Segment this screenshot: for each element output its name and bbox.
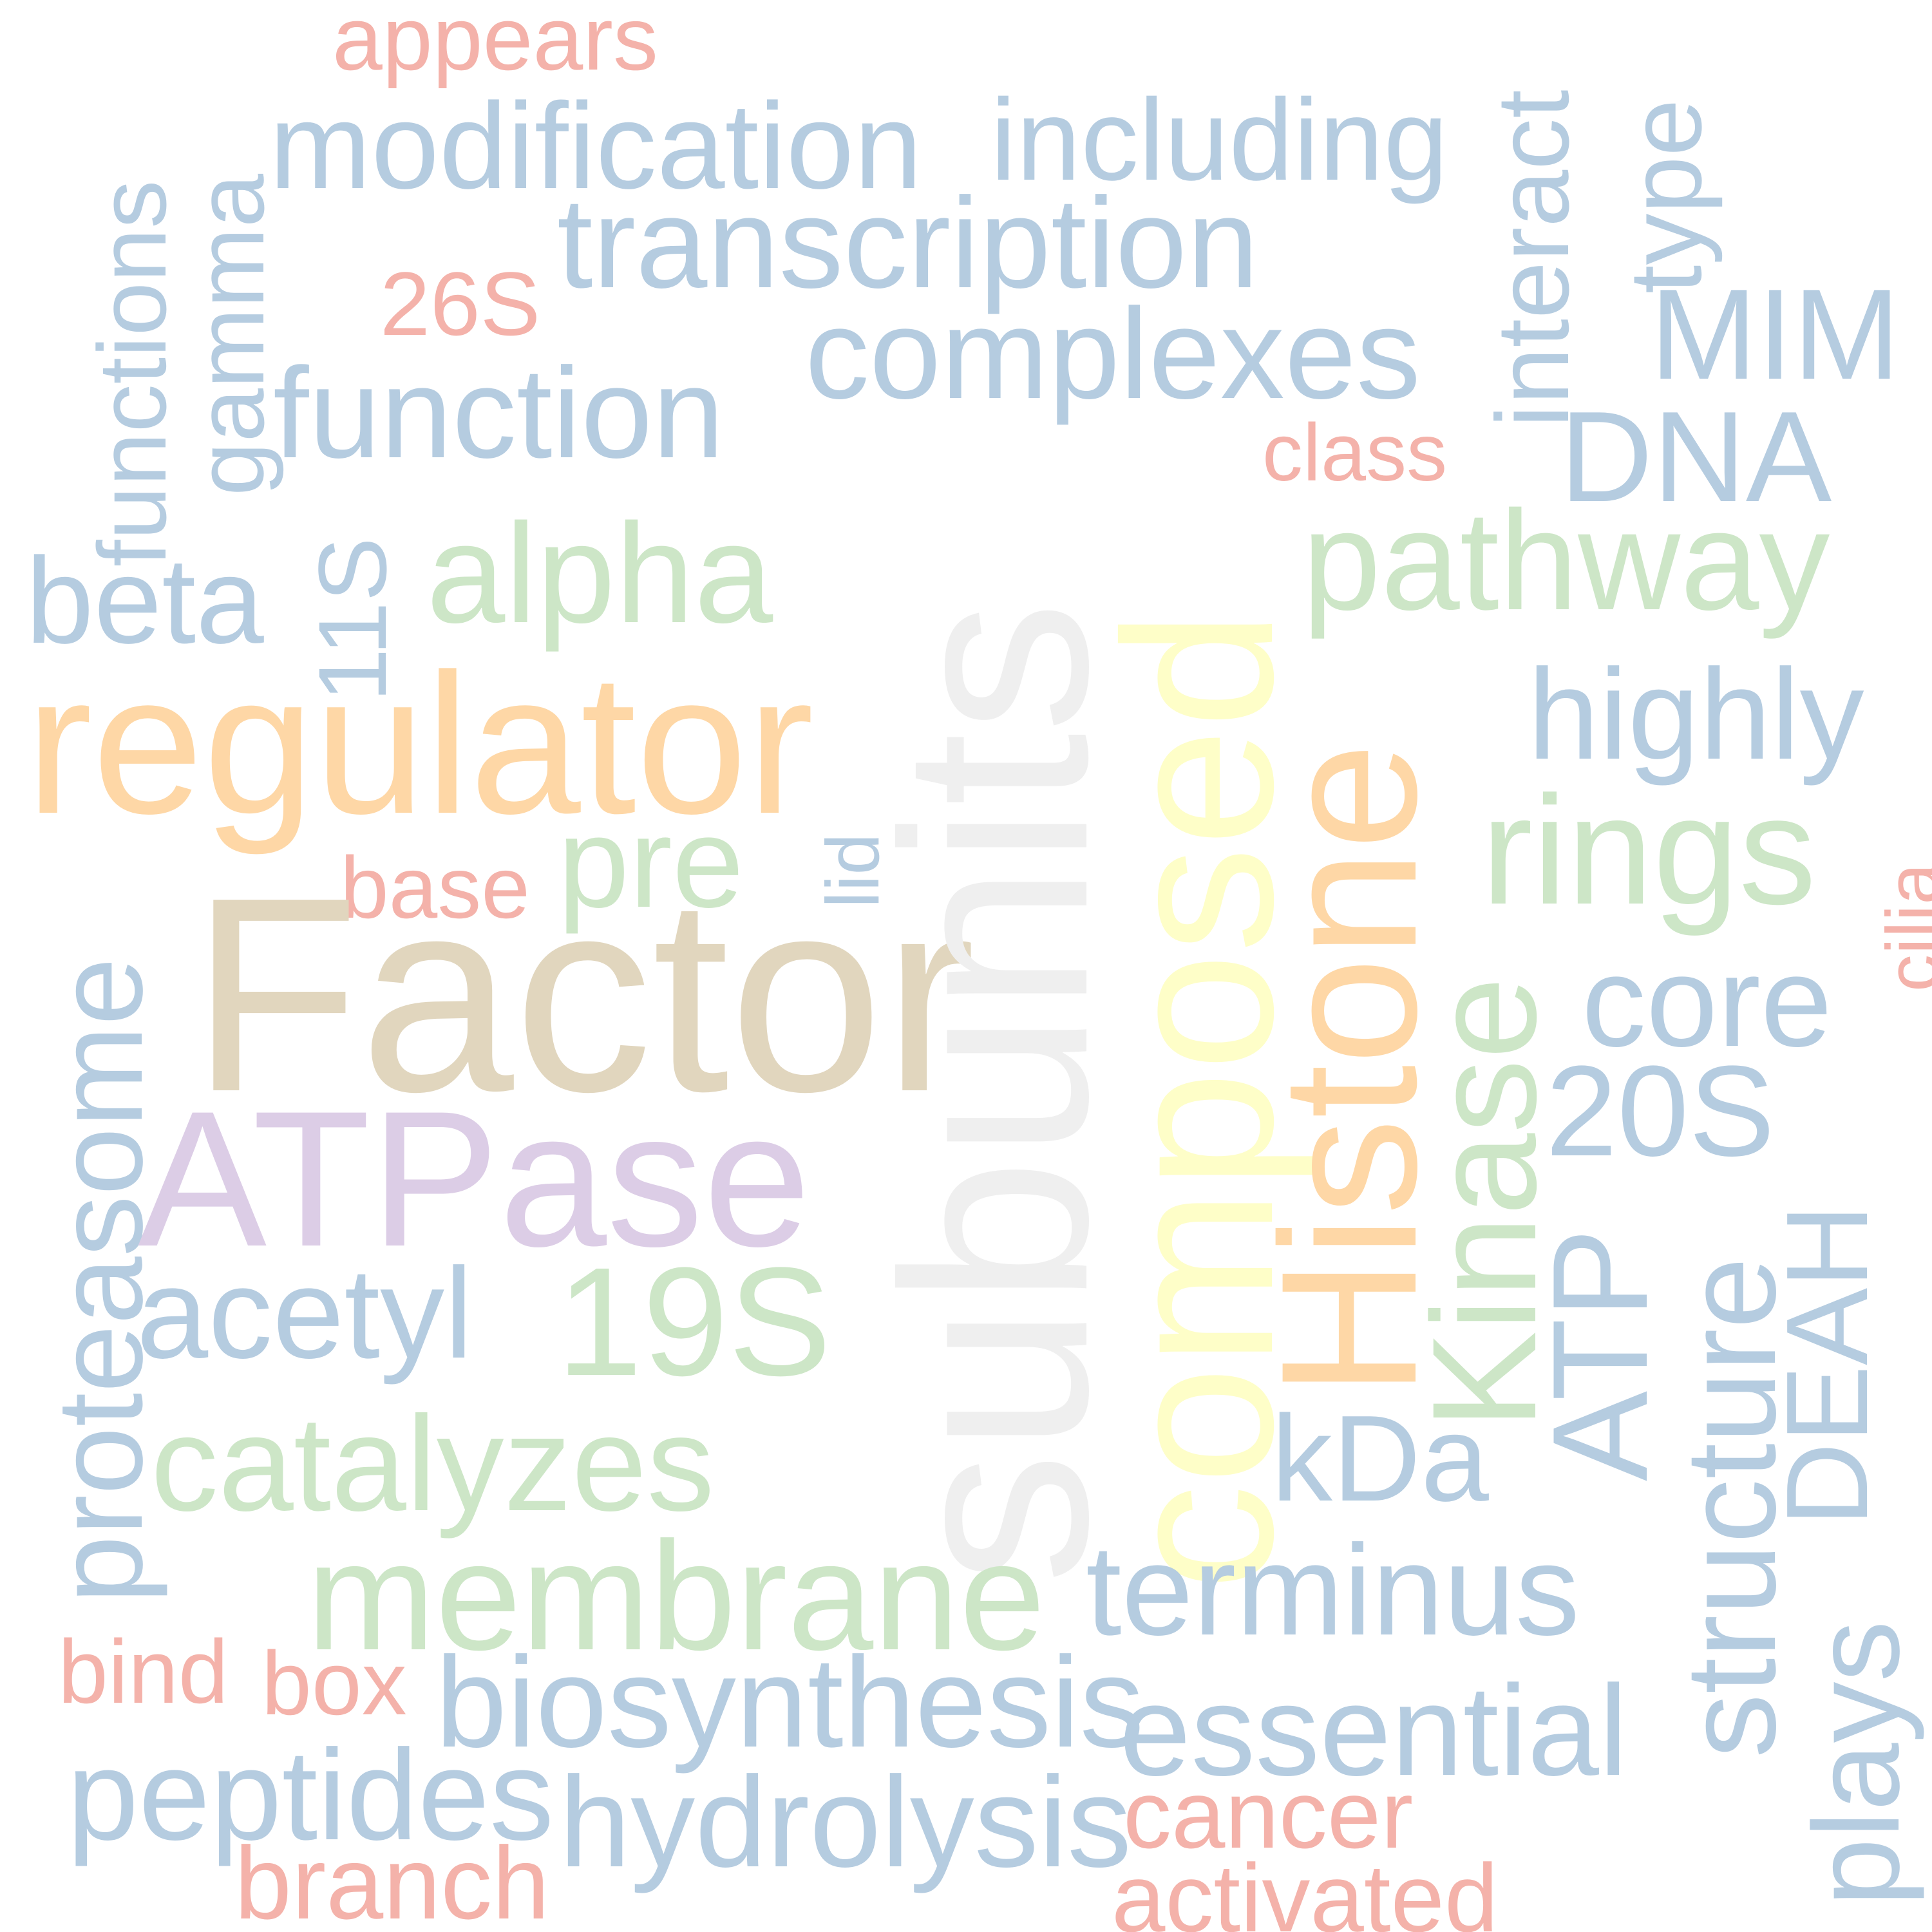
word-Factor: Factor [191, 840, 976, 1150]
word-hydrolysis: hydrolysis [559, 1750, 1132, 1894]
word-essential: essential [1119, 1659, 1628, 1803]
word-cilia: cilia [1871, 863, 1932, 992]
word-ATP: ATP [1524, 1228, 1676, 1481]
word-core: core [1582, 930, 1833, 1074]
word-base: base [340, 838, 530, 936]
word-biosynthesis: biosynthesis [435, 1631, 1144, 1774]
word-including: including [990, 75, 1448, 205]
word-kDa: kDa [1271, 1390, 1489, 1527]
word-pathway: pathway [1302, 481, 1830, 639]
word-20S: 20S [1546, 1039, 1775, 1183]
word-branch: branch [234, 1825, 550, 1932]
word-complexes: complexes [805, 282, 1421, 426]
word-ATPase: ATPase [138, 1070, 811, 1287]
word-terminus: terminus [1086, 1519, 1580, 1662]
word-highly: highly [1528, 643, 1864, 786]
word-DEAH: DEAH [1763, 1204, 1892, 1526]
word-acetyl: acetyl [137, 1242, 473, 1385]
word-type: type [1607, 99, 1723, 294]
word-box: box [261, 1633, 407, 1734]
word-26S: 26S [380, 253, 541, 354]
word-appears: appears [332, 0, 658, 89]
word-beta: beta [26, 533, 264, 669]
word-DNA: DNA [1560, 385, 1832, 529]
word-rings: rings [1481, 764, 1817, 936]
word-interact: interact [1475, 90, 1590, 428]
word-modification: modification [269, 78, 922, 214]
word-function: function [273, 341, 724, 485]
word-bind: bind [58, 1621, 229, 1722]
word-MIM: MIM [1650, 263, 1900, 406]
word-regulator: regulator [26, 632, 814, 855]
word-membrane: membrane [307, 1510, 1046, 1682]
word-pre: pre [558, 791, 744, 934]
word-activated: activated [1112, 1844, 1499, 1932]
word-functions: functions [78, 180, 186, 567]
word-cancer: cancer [1123, 1760, 1414, 1868]
word-alpha: alpha [426, 494, 773, 652]
word-19S: 19S [556, 1235, 832, 1408]
word-plays: plays [1788, 1620, 1925, 1906]
word-peptides: peptides [67, 1723, 554, 1867]
word-catalyzes: catalyzes [151, 1388, 715, 1539]
word-gamma: gamma [176, 173, 284, 496]
word-class: class [1262, 407, 1448, 498]
word-transcription: transcription [557, 171, 1259, 315]
